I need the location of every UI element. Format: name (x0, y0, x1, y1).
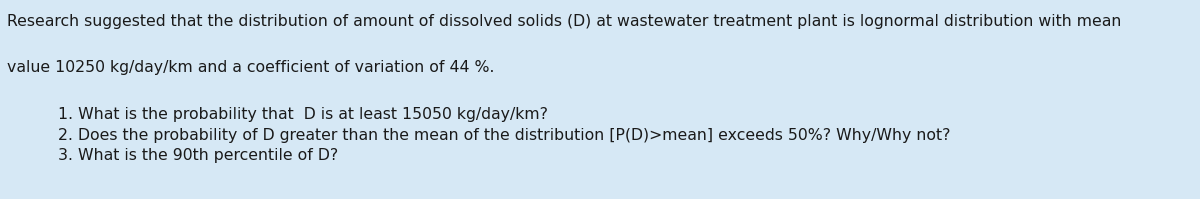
Text: value 10250 kg/day/km and a coefficient of variation of 44 %.: value 10250 kg/day/km and a coefficient … (7, 60, 494, 75)
Text: 1. What is the probability that  D is at least 15050 kg/day/km?
2. Does the prob: 1. What is the probability that D is at … (58, 107, 950, 163)
Text: Research suggested that the distribution of amount of dissolved solids (D) at wa: Research suggested that the distribution… (7, 14, 1122, 29)
